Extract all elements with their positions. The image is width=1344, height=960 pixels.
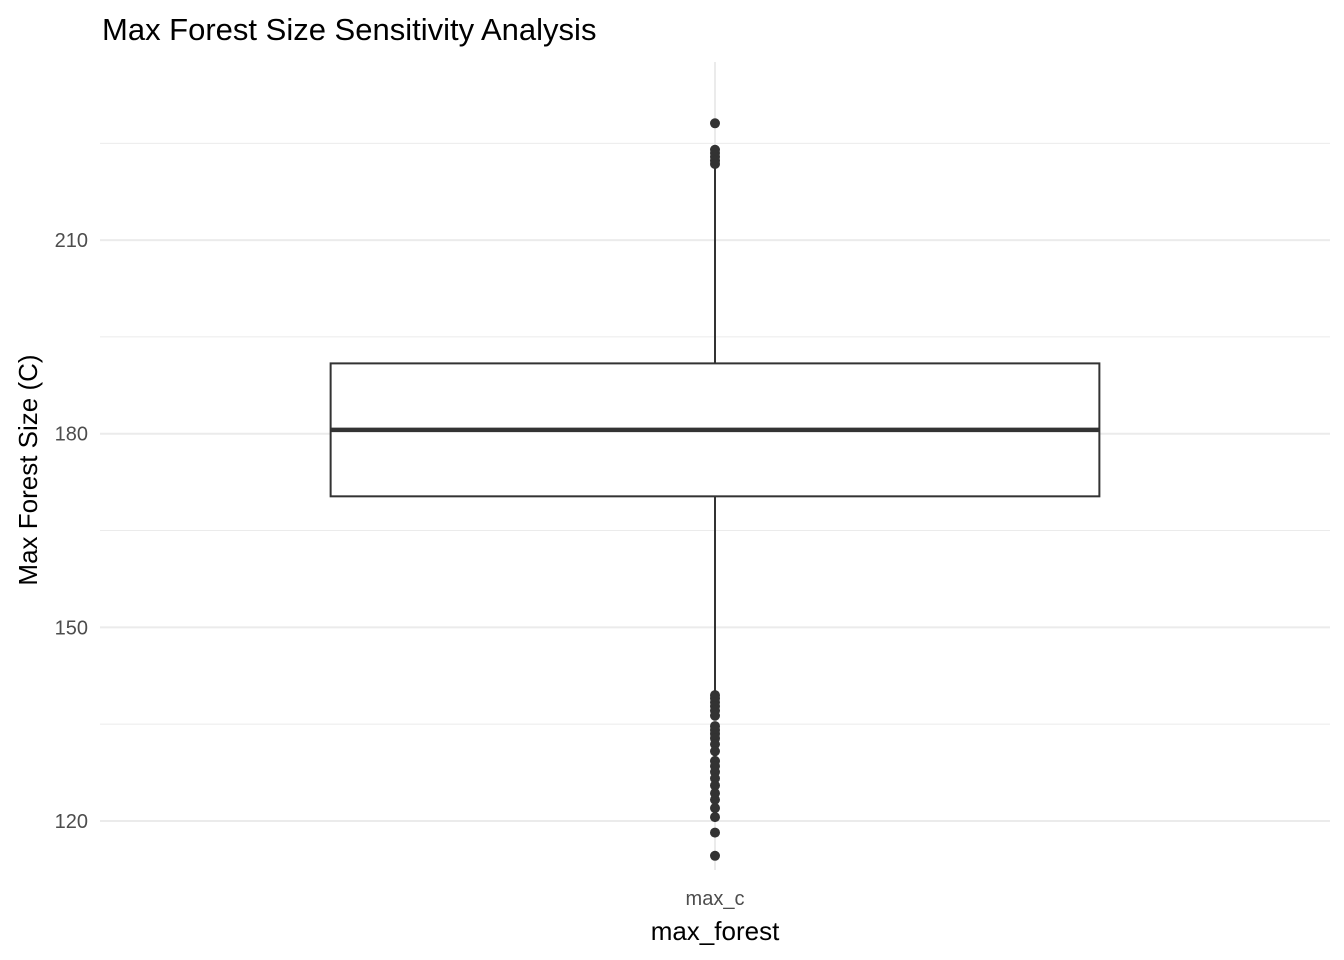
axis-layer: 120 150 180 210 max_c bbox=[55, 230, 745, 910]
outlier-point bbox=[710, 746, 720, 757]
y-tick-label: 210 bbox=[55, 230, 88, 252]
outlier-point bbox=[710, 827, 720, 838]
outlier-point bbox=[710, 158, 720, 169]
chart-title: Max Forest Size Sensitivity Analysis bbox=[102, 12, 596, 47]
y-axis-title: Max Forest Size (C) bbox=[13, 354, 43, 585]
x-tick-label: max_c bbox=[686, 888, 745, 910]
outlier-point bbox=[710, 710, 720, 721]
outlier-point bbox=[710, 812, 720, 823]
outlier-point bbox=[710, 794, 720, 805]
outlier-point bbox=[710, 850, 720, 861]
outlier-point bbox=[710, 773, 720, 784]
plot-layer bbox=[329, 118, 1101, 861]
outlier-point bbox=[710, 118, 720, 129]
outlier-point bbox=[710, 780, 720, 791]
y-tick-label: 150 bbox=[55, 617, 88, 639]
outlier-point bbox=[710, 739, 720, 750]
y-tick-label: 120 bbox=[55, 811, 88, 833]
y-tick-label: 180 bbox=[55, 424, 88, 446]
outlier-point bbox=[710, 803, 720, 814]
x-axis-title: max_forest bbox=[651, 916, 780, 946]
